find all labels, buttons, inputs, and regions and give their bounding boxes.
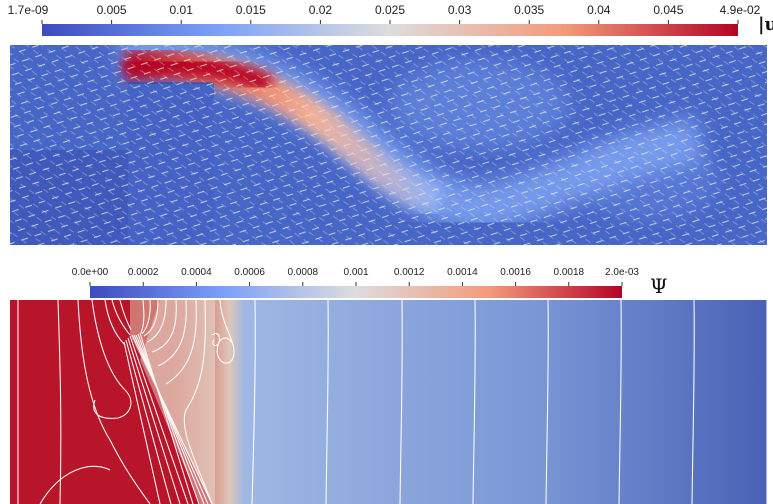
bottom-tick-label: 0.0e+00 [71, 267, 109, 278]
bottom-tick-label: 2.0e-03 [605, 267, 639, 278]
top-tick-label: 0.045 [653, 3, 684, 17]
top-colorbar-ticks [41, 20, 739, 24]
bottom-tick-label: 0.0018 [553, 267, 585, 278]
bottom-tick-label: 0.0016 [500, 267, 531, 278]
bottom-tick-label: 0.0008 [287, 267, 319, 278]
bottom-tick-label: 0.001 [343, 267, 369, 278]
bottom-tick-label: 0.0002 [127, 267, 159, 278]
top-tick-label: 0.035 [514, 3, 545, 17]
velocity-field-label: |u [758, 14, 773, 35]
top-tick-label: 0.01 [169, 3, 193, 17]
bottom-colorbar-ticks [89, 282, 623, 286]
velocity-field-panel [10, 45, 767, 245]
bottom-tick-label: 0.0012 [393, 267, 425, 278]
top-tick-label: 1.7e-09 [7, 3, 49, 17]
top-tick-label: 0.03 [447, 3, 472, 17]
bottom-colorbar [90, 286, 622, 298]
top-tick-label: 0.005 [96, 3, 127, 17]
top-tick-label: 4.9e-02 [719, 3, 761, 17]
top-colorbar [42, 24, 738, 36]
top-tick-label: 0.02 [308, 3, 333, 17]
top-tick-label: 0.015 [235, 3, 266, 17]
bottom-tick-label: 0.0006 [234, 267, 265, 278]
stream-function-label: Ψ [650, 274, 668, 298]
top-tick-label: 0.04 [587, 3, 611, 17]
stream-function-panel [10, 299, 768, 504]
bottom-tick-label: 0.0004 [181, 267, 212, 278]
bottom-tick-label: 0.0014 [447, 267, 478, 278]
top-tick-label: 0.025 [374, 3, 406, 17]
